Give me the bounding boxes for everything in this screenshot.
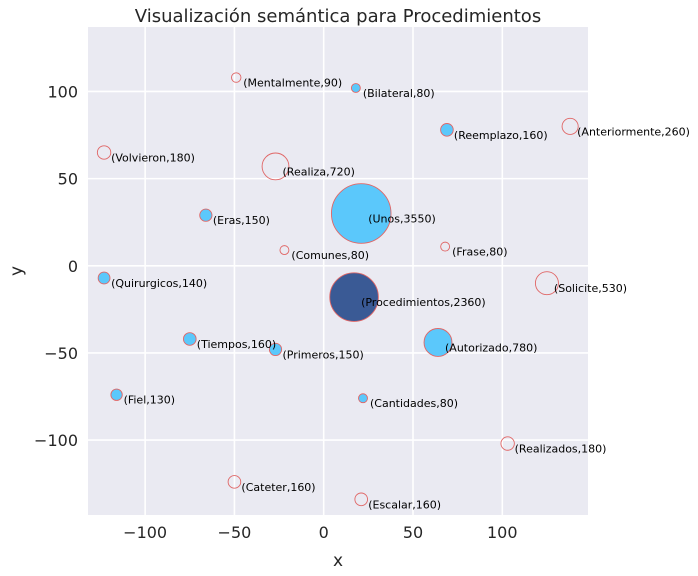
point-label: (Cantidades,80) [370, 397, 458, 410]
data-point [440, 241, 451, 252]
point-label: (Fiel,130) [124, 394, 175, 407]
data-point [350, 83, 361, 93]
x-tick-label: 100 [487, 523, 518, 542]
x-axis-label: x [333, 551, 343, 571]
data-point [96, 145, 112, 160]
data-point [261, 152, 290, 181]
x-tick-label: 50 [403, 523, 423, 542]
point-label: (Volvieron,180) [111, 151, 195, 164]
point-label: (Realiza,720) [283, 165, 355, 178]
point-label: (Anteriormente,260) [577, 125, 690, 138]
data-point [330, 183, 392, 244]
data-points: (Mentalmente,90) (Bilateral,80) (Reemplazo… [96, 72, 690, 511]
point-label: (Reemplazo,160) [454, 129, 548, 142]
point-label: (Cateter,160) [241, 481, 315, 494]
data-point [423, 328, 453, 357]
data-point [534, 271, 559, 296]
tick-labels: −100 −50 0 50 100 −100 −50 0 50 100 [34, 82, 518, 542]
point-label: (Primeros,150) [283, 348, 364, 361]
data-point [97, 271, 111, 285]
point-label: (Frase,80) [452, 246, 507, 259]
point-label: (Realizados,180) [515, 443, 607, 456]
x-tick-label: −100 [123, 523, 167, 542]
y-tick-label: −100 [34, 431, 78, 450]
x-tick-label: −50 [218, 523, 252, 542]
data-point [183, 332, 197, 346]
y-tick-label: −50 [44, 344, 78, 363]
point-label: (Tiempos,160) [197, 338, 276, 351]
point-label: (Solicite,530) [554, 282, 627, 295]
data-point [231, 72, 242, 83]
point-label: (Autorizado,780) [445, 341, 537, 354]
point-label: (Eras,150) [213, 214, 270, 227]
point-label: (Bilateral,80) [363, 87, 435, 100]
x-tick-label: 0 [319, 523, 329, 542]
y-tick-label: 100 [47, 82, 78, 101]
point-label: (Quirurgicos,140) [111, 277, 207, 290]
point-label: (Unos,3550) [368, 212, 436, 225]
data-point [500, 436, 515, 451]
data-point [268, 342, 283, 357]
y-tick-label: 50 [58, 170, 78, 189]
point-label: (Escalar,160) [368, 498, 441, 511]
data-point [227, 475, 242, 489]
data-point [358, 393, 368, 404]
data-point [561, 117, 579, 135]
data-point [279, 245, 290, 256]
chart-title: Visualización semántica para Procedimien… [135, 6, 541, 27]
point-label: (Comunes,80) [291, 249, 369, 262]
y-axis-label: y [7, 266, 27, 276]
y-tick-label: 0 [68, 257, 78, 276]
data-point [199, 208, 213, 222]
data-point [354, 492, 368, 507]
data-point [440, 123, 454, 137]
point-label: (Procedimientos,2360) [361, 296, 486, 309]
point-label: (Mentalmente,90) [243, 77, 342, 90]
grid-lines [88, 27, 588, 515]
plot-background [88, 27, 588, 515]
data-point [329, 272, 379, 322]
data-point [110, 388, 123, 401]
